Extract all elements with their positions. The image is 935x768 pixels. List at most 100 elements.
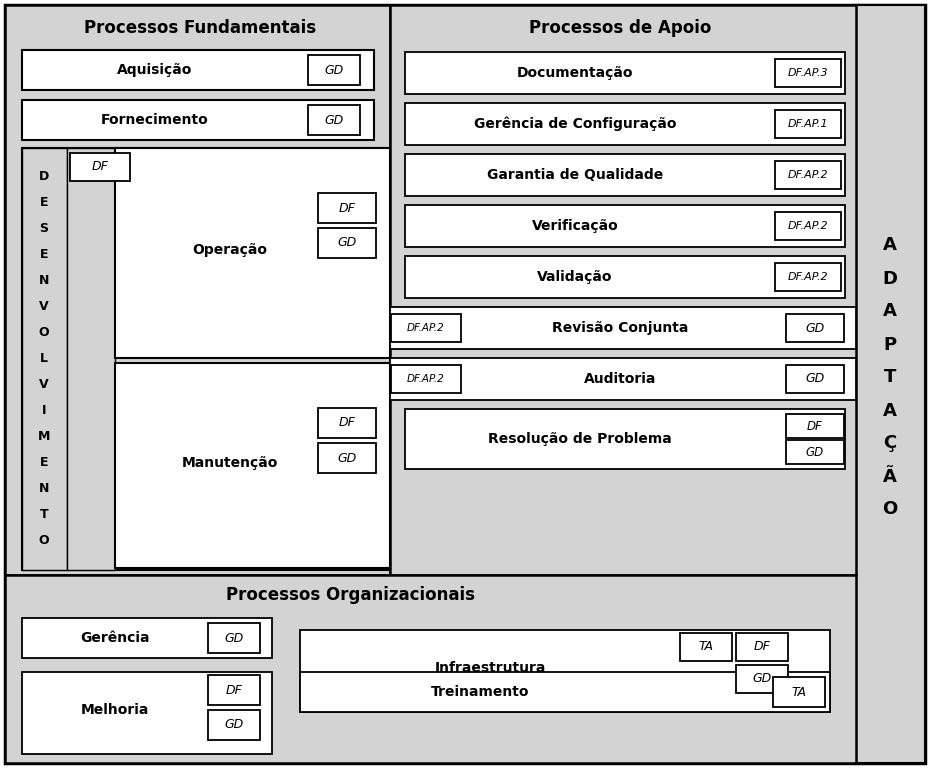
Text: DF.AP.1: DF.AP.1: [787, 119, 828, 129]
Bar: [391, 314, 461, 342]
Bar: [391, 365, 461, 393]
Text: O: O: [38, 326, 50, 339]
Bar: [208, 675, 260, 705]
Text: GD: GD: [324, 64, 344, 77]
Bar: [70, 153, 130, 181]
Bar: [300, 630, 830, 712]
Text: S: S: [39, 223, 49, 236]
Text: N: N: [39, 482, 50, 495]
Bar: [5, 5, 390, 575]
Text: DF: DF: [92, 161, 108, 174]
Text: P: P: [884, 336, 897, 353]
Bar: [22, 672, 272, 754]
Text: E: E: [40, 456, 49, 469]
Text: Operação: Operação: [193, 243, 267, 257]
Text: TA: TA: [698, 641, 713, 654]
Bar: [115, 363, 390, 568]
Text: GD: GD: [338, 237, 356, 250]
Text: DF: DF: [807, 419, 823, 432]
Text: DF: DF: [225, 684, 242, 697]
Text: Processos Organizacionais: Processos Organizacionais: [225, 586, 474, 604]
Text: Validação: Validação: [538, 270, 612, 284]
Text: M: M: [37, 431, 50, 443]
Bar: [786, 440, 844, 464]
Bar: [405, 154, 845, 196]
Text: GD: GD: [805, 322, 825, 335]
Bar: [115, 148, 390, 358]
Bar: [318, 443, 376, 473]
Bar: [775, 59, 841, 87]
Bar: [390, 358, 856, 400]
Bar: [786, 365, 844, 393]
Text: GD: GD: [806, 445, 824, 458]
Bar: [405, 409, 845, 469]
Text: A: A: [883, 303, 897, 320]
Text: DF: DF: [754, 641, 770, 654]
Bar: [67, 148, 115, 570]
Text: TA: TA: [792, 686, 807, 699]
Bar: [208, 623, 260, 653]
Text: GD: GD: [224, 719, 244, 731]
Bar: [775, 263, 841, 291]
Bar: [856, 5, 925, 763]
Bar: [318, 228, 376, 258]
Text: L: L: [40, 353, 48, 366]
Bar: [318, 408, 376, 438]
Bar: [390, 5, 856, 575]
Text: D: D: [883, 270, 898, 287]
Bar: [786, 314, 844, 342]
Bar: [736, 665, 788, 693]
Text: Verificação: Verificação: [532, 219, 618, 233]
Bar: [405, 205, 845, 247]
Bar: [308, 55, 360, 85]
Bar: [405, 256, 845, 298]
Text: V: V: [39, 300, 49, 313]
Text: T: T: [884, 369, 896, 386]
Text: T: T: [39, 508, 49, 521]
Bar: [680, 633, 732, 661]
Bar: [318, 193, 376, 223]
Text: DF: DF: [338, 201, 355, 214]
Text: DF.AP.2: DF.AP.2: [407, 323, 445, 333]
Bar: [773, 677, 825, 707]
Bar: [786, 414, 844, 438]
Text: E: E: [40, 197, 49, 210]
Text: Gerência: Gerência: [80, 631, 150, 645]
Bar: [308, 105, 360, 135]
Text: DF.AP.2: DF.AP.2: [787, 170, 828, 180]
Bar: [775, 110, 841, 138]
Text: Processos de Apoio: Processos de Apoio: [529, 19, 712, 37]
Bar: [775, 212, 841, 240]
Bar: [22, 148, 67, 570]
Bar: [736, 633, 788, 661]
Text: D: D: [39, 170, 50, 184]
Bar: [5, 575, 856, 763]
Text: Processos Fundamentais: Processos Fundamentais: [84, 19, 316, 37]
Text: Ã: Ã: [883, 468, 897, 485]
Bar: [22, 148, 390, 570]
Text: DF.AP.2: DF.AP.2: [407, 374, 445, 384]
Text: Infraestrutura: Infraestrutura: [435, 661, 546, 675]
Text: GD: GD: [753, 673, 771, 686]
Bar: [22, 100, 374, 140]
Bar: [405, 103, 845, 145]
Bar: [775, 161, 841, 189]
Text: N: N: [39, 274, 50, 287]
Text: Fornecimento: Fornecimento: [101, 113, 209, 127]
Text: DF.AP.3: DF.AP.3: [787, 68, 828, 78]
Text: DF.AP.2: DF.AP.2: [787, 221, 828, 231]
Text: A: A: [883, 237, 897, 254]
Text: GD: GD: [338, 452, 356, 465]
Text: GD: GD: [324, 114, 344, 127]
Text: Treinamento: Treinamento: [431, 685, 529, 699]
Text: Manutenção: Manutenção: [181, 456, 279, 470]
Text: O: O: [38, 535, 50, 548]
Text: O: O: [883, 501, 898, 518]
Text: GD: GD: [805, 372, 825, 386]
Bar: [405, 52, 845, 94]
Text: Garantia de Qualidade: Garantia de Qualidade: [487, 168, 663, 182]
Text: A: A: [883, 402, 897, 419]
Bar: [22, 50, 374, 90]
Bar: [22, 618, 272, 658]
Text: DF.AP.2: DF.AP.2: [787, 272, 828, 282]
